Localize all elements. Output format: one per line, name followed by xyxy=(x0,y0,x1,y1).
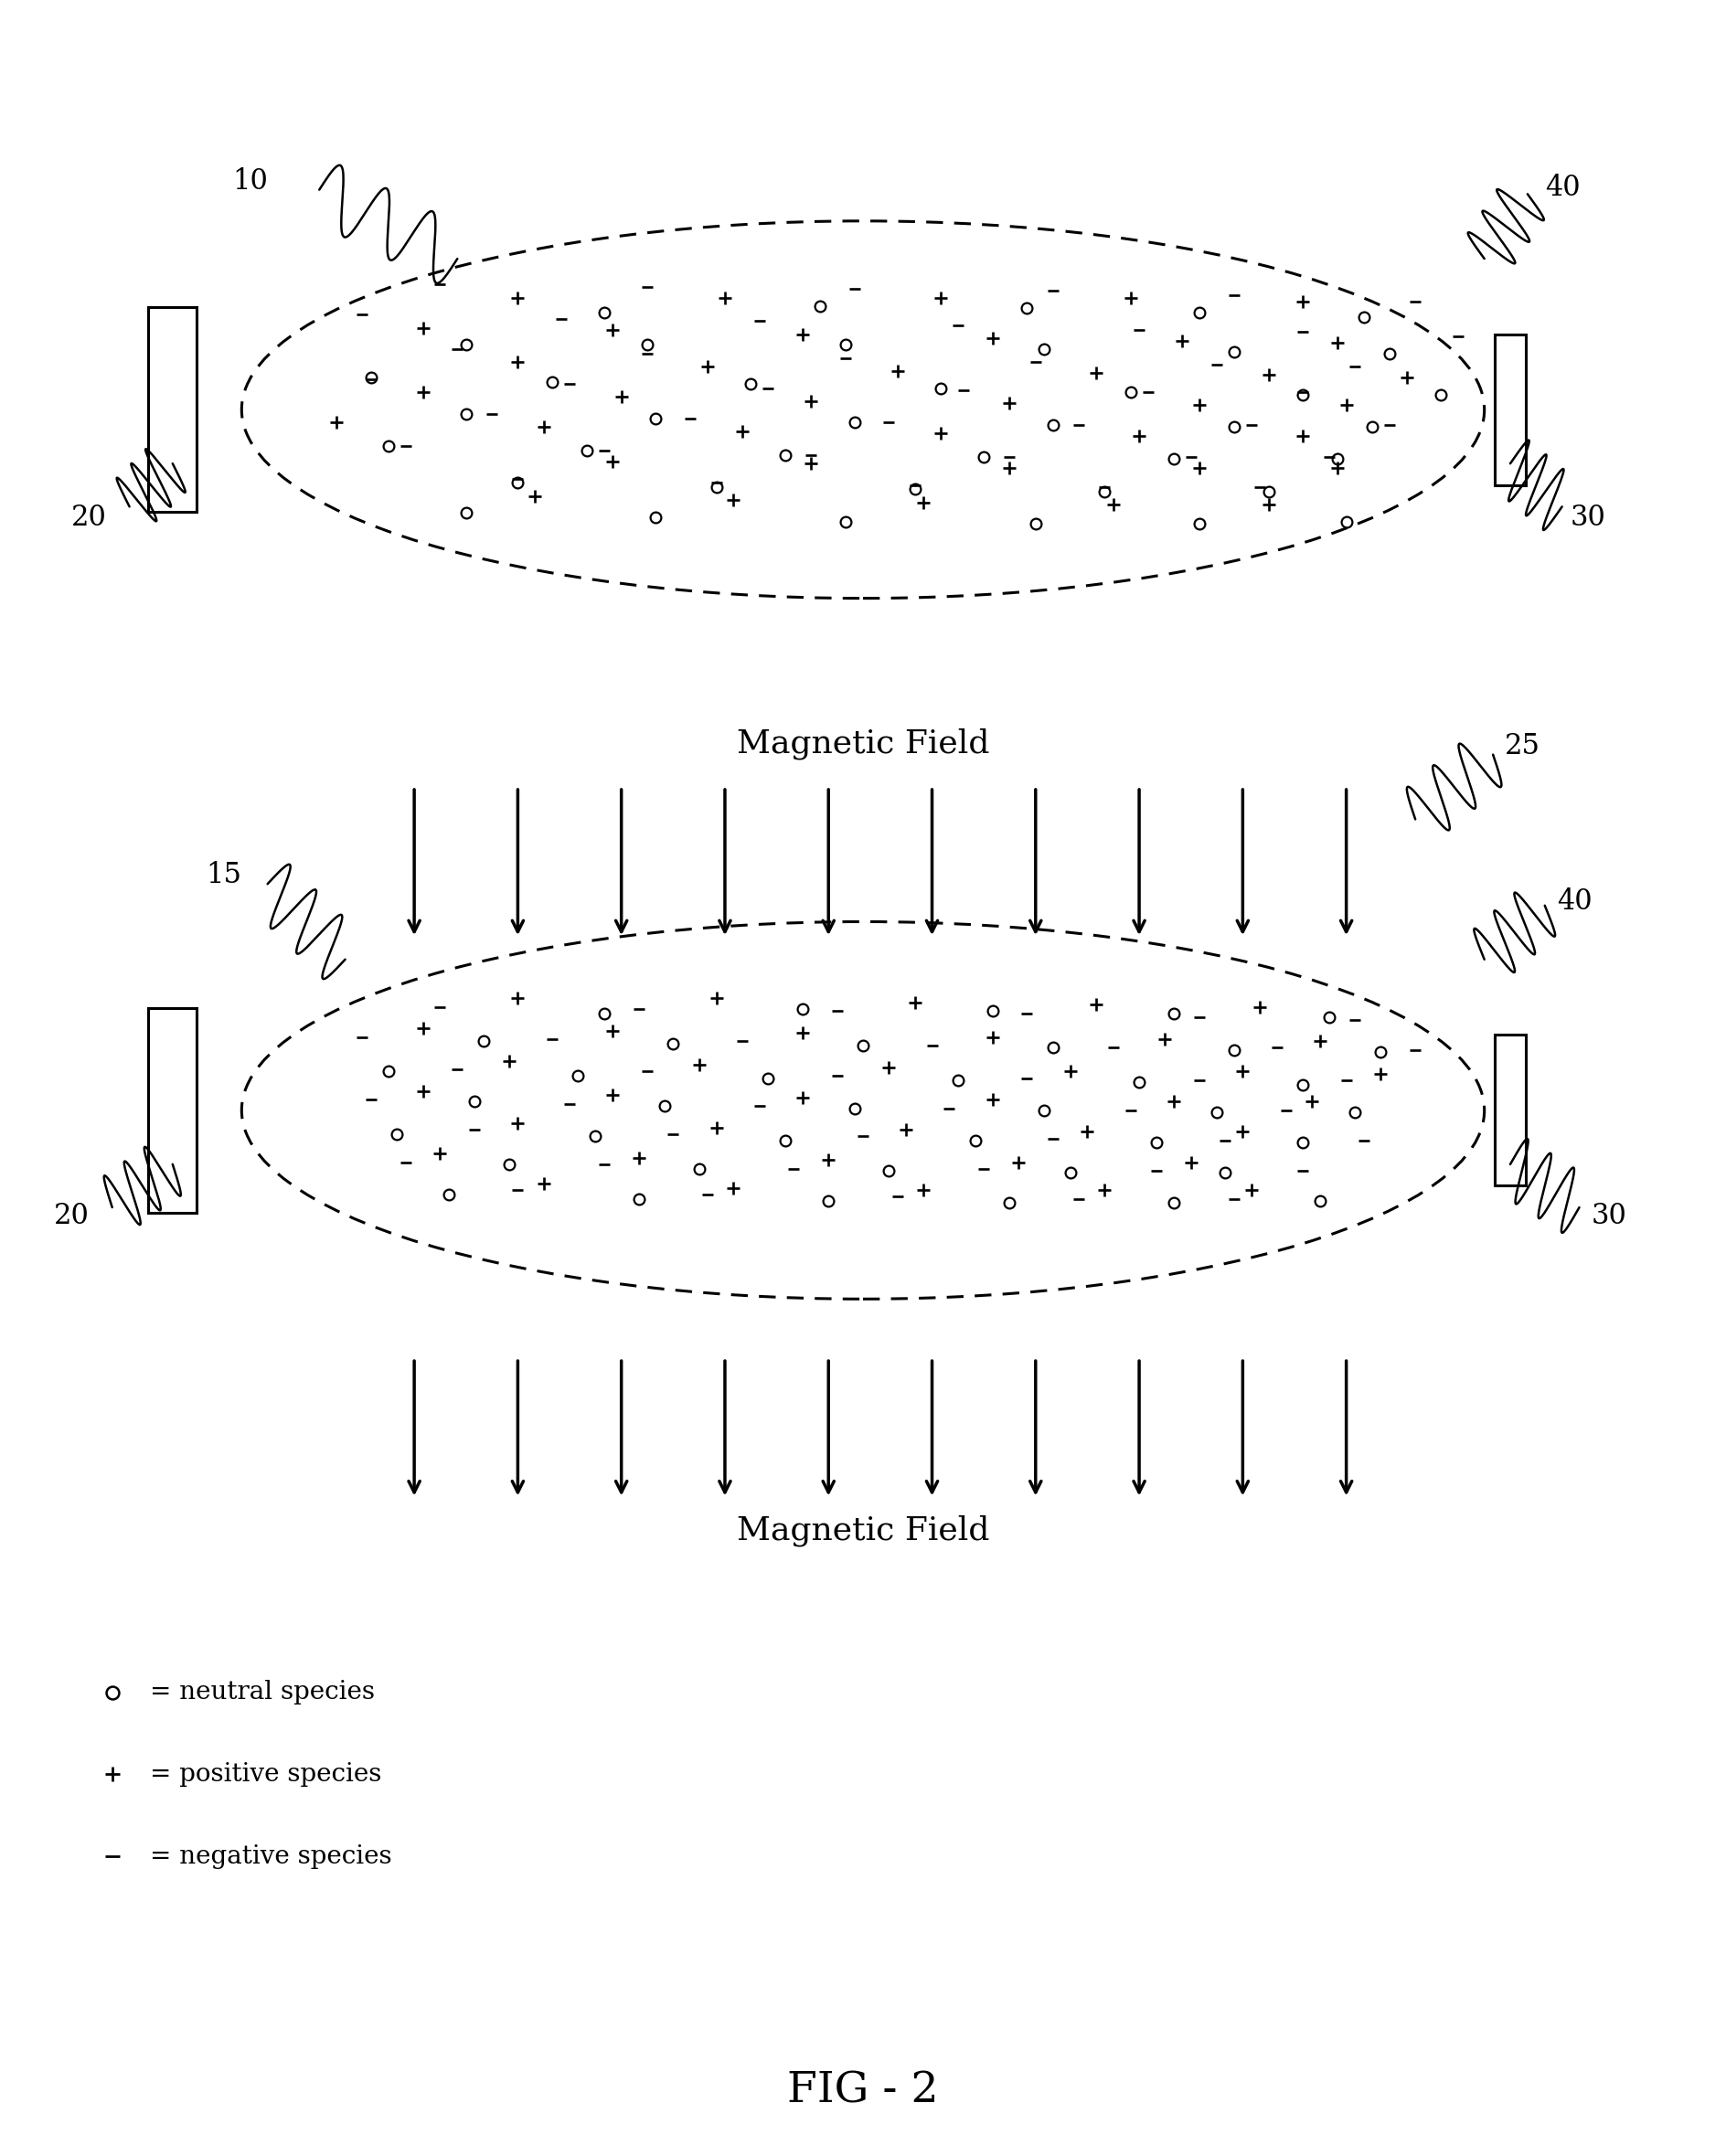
Bar xyxy=(148,306,197,511)
Text: Magnetic Field: Magnetic Field xyxy=(737,1516,989,1546)
Bar xyxy=(148,1009,197,1212)
Text: Magnetic Field: Magnetic Field xyxy=(737,729,989,759)
Text: 20: 20 xyxy=(54,1201,90,1231)
Text: 40: 40 xyxy=(1545,172,1579,203)
Text: 25: 25 xyxy=(1505,731,1541,761)
Text: = neutral species: = neutral species xyxy=(150,1680,375,1705)
Text: 20: 20 xyxy=(71,502,107,533)
Text: = positive species: = positive species xyxy=(150,1761,381,1787)
Bar xyxy=(1495,334,1526,485)
Text: 30: 30 xyxy=(1591,1201,1628,1231)
Text: = negative species: = negative species xyxy=(150,1843,392,1869)
Text: 15: 15 xyxy=(205,860,242,890)
Text: 10: 10 xyxy=(231,166,268,196)
Bar xyxy=(1495,1035,1526,1186)
Text: 40: 40 xyxy=(1557,886,1591,916)
Text: FIG - 2: FIG - 2 xyxy=(787,2070,939,2113)
Text: 30: 30 xyxy=(1571,502,1607,533)
